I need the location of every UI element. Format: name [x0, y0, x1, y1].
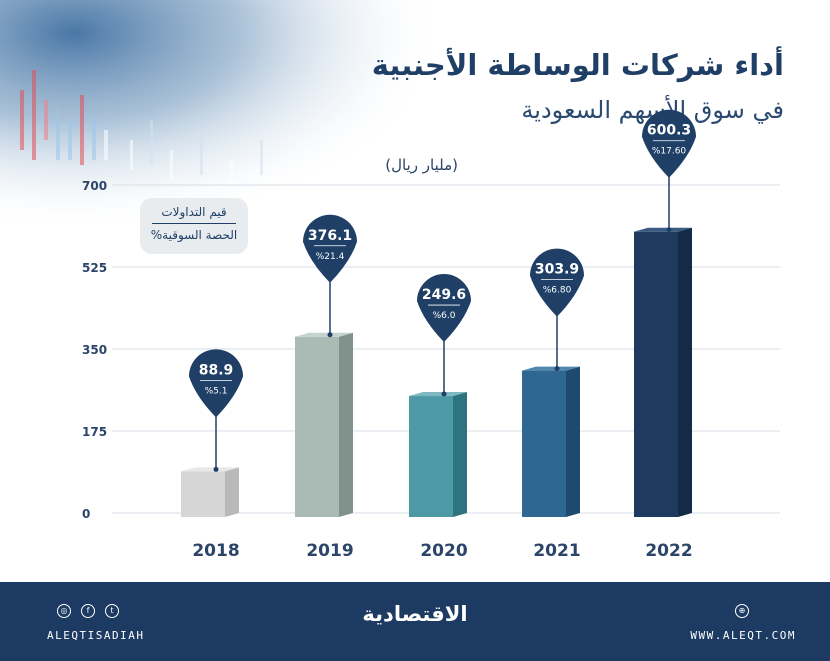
share-label: %6.80 — [543, 286, 572, 296]
x-tick-label: 2019 — [306, 541, 353, 561]
value-pin: 88.9 %5.1 — [189, 349, 243, 472]
value-label: 303.9 — [535, 262, 579, 278]
legend: قيم التداولات الحصة السوقية% — [140, 198, 248, 254]
globe-icon: ⊕ — [735, 604, 749, 618]
value-pin: 600.3 %17.60 — [642, 109, 696, 233]
bar-chart: 0 175 350 525 700 88.9 %5.1 376.1 %21.4 249.6 %6.… — [82, 109, 780, 561]
x-tick-label: 2022 — [645, 541, 692, 561]
legend-share-label: الحصة السوقية% — [150, 228, 238, 242]
bar-front — [295, 336, 339, 517]
value-label: 249.6 — [422, 287, 466, 303]
bar-top — [295, 332, 353, 337]
bar-side — [225, 467, 239, 517]
bar-2021: 303.9 %6.80 — [522, 248, 584, 517]
value-label: 600.3 — [647, 123, 691, 139]
bar-front — [181, 471, 225, 517]
x-tick-label: 2021 — [533, 541, 580, 561]
social-handle[interactable]: ALEQTISADIAH — [47, 629, 145, 642]
bar-side — [678, 227, 692, 518]
pin-shape — [642, 109, 696, 178]
y-tick-label: 175 — [82, 425, 107, 439]
pin-dot — [666, 227, 672, 233]
share-label: %5.1 — [205, 386, 228, 396]
x-axis: 2018 2019 2020 2021 2022 — [192, 541, 692, 561]
bar-side — [453, 392, 467, 517]
bars: 88.9 %5.1 376.1 %21.4 249.6 %6.0 303.9 %6.80 600… — [181, 109, 696, 518]
y-axis: 0 175 350 525 700 — [82, 179, 107, 521]
bar-2022: 600.3 %17.60 — [634, 109, 696, 518]
share-label: %6.0 — [433, 311, 456, 321]
bar-front — [634, 231, 678, 518]
y-tick-label: 525 — [82, 261, 107, 275]
x-tick-label: 2020 — [420, 541, 467, 561]
bar-2020: 249.6 %6.0 — [409, 274, 471, 517]
bar-2018: 88.9 %5.1 — [181, 349, 243, 517]
x-tick-label: 2018 — [192, 541, 239, 561]
bar-top — [409, 392, 467, 397]
share-label: %21.4 — [316, 252, 345, 262]
value-pin: 303.9 %6.80 — [530, 248, 584, 372]
pin-dot — [441, 391, 447, 397]
pin-shape — [530, 248, 584, 317]
footer: ◎ f t ALEQTISADIAH الاقتصادية ⊕ WWW.ALEQ… — [0, 582, 830, 661]
y-tick-label: 700 — [82, 179, 107, 193]
chart-title: أداء شركات الوساطة الأجنبية — [371, 48, 784, 82]
pin-shape — [303, 214, 357, 283]
bar-2019: 376.1 %21.4 — [295, 214, 357, 517]
website-link[interactable]: WWW.ALEQT.COM — [690, 629, 796, 642]
value-label: 88.9 — [199, 362, 234, 378]
facebook-icon[interactable]: f — [81, 604, 95, 618]
background-graphic — [0, 0, 830, 330]
pin-shape — [417, 274, 471, 343]
y-tick-label: 350 — [82, 343, 107, 357]
value-label: 376.1 — [308, 228, 352, 244]
logo: الاقتصادية — [362, 602, 468, 626]
twitter-icon[interactable]: t — [105, 604, 119, 618]
bar-side — [566, 366, 580, 517]
bar-top — [634, 227, 692, 232]
bar-top — [522, 366, 580, 371]
pin-dot — [554, 366, 560, 372]
pin-dot — [327, 332, 333, 338]
y-tick-label: 0 — [82, 507, 90, 521]
unit-label: (مليار ريال) — [385, 156, 458, 174]
share-label: %17.60 — [652, 147, 687, 157]
bar-front — [409, 396, 453, 517]
legend-value-label: قيم التداولات — [152, 205, 236, 224]
bar-front — [522, 370, 566, 517]
value-pin: 376.1 %21.4 — [303, 214, 357, 338]
pin-shape — [189, 349, 243, 418]
bar-top — [181, 467, 239, 472]
bar-side — [339, 332, 353, 517]
instagram-icon[interactable]: ◎ — [57, 604, 71, 618]
pin-dot — [213, 466, 219, 472]
value-pin: 249.6 %6.0 — [417, 274, 471, 397]
